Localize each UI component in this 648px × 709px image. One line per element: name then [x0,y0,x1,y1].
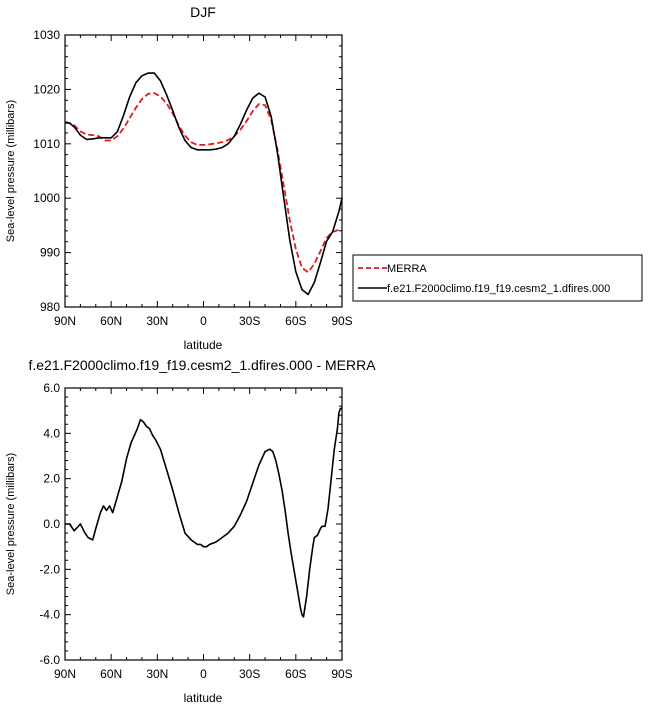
top-y-axis-label: Sea-level pressure (millibars) [5,100,17,242]
top-x-tick-label: 0 [200,314,207,328]
top-chart-panel: DJF latitude Sea-level pressure (milliba… [5,4,353,352]
top-plot-frame [64,34,343,308]
top-x-tick-label: 90N [54,314,76,328]
bottom-y-tick-label: -6.0 [39,653,60,667]
top-x-tick-label: 60N [100,314,122,328]
bottom-x-ticks: 90N 60N 30N 0 30S 60S 90S [54,388,353,681]
top-y-tick-label: 1020 [33,82,60,96]
bottom-y-tick-label: 6.0 [43,381,60,395]
top-y-tick-label: 1030 [33,28,60,42]
bottom-x-axis-label: latitude [184,691,223,705]
chart-legend: MERRA f.e21.F2000climo.f19_f19.cesm2_1.d… [352,254,643,302]
legend-label-merra: MERRA [387,263,427,275]
bottom-y-tick-label: -2.0 [39,562,60,576]
bottom-plot-frame [64,387,343,661]
bottom-y-ticks: -6.0 -4.0 -2.0 0.0 2.0 4.0 6.0 [39,381,342,667]
top-y-ticks: 980 990 1000 1010 1020 1030 [33,28,342,314]
bottom-x-tick-label: 0 [200,667,207,681]
legend-box [352,254,643,302]
bottom-x-tick-label: 90N [54,667,76,681]
top-y-tick-label: 990 [40,246,60,260]
bottom-chart-title: f.e21.F2000climo.f19_f19.cesm2_1.dfires.… [28,357,376,373]
bottom-chart-panel: f.e21.F2000climo.f19_f19.cesm2_1.dfires.… [5,357,376,705]
bottom-y-tick-label: 0.0 [43,517,60,531]
top-x-tick-label: 30N [146,314,168,328]
bottom-y-tick-label: -4.0 [39,608,60,622]
bottom-x-tick-label: 60N [100,667,122,681]
bottom-x-tick-label: 60S [285,667,306,681]
top-y-tick-label: 1000 [33,191,60,205]
top-x-tick-label: 90S [331,314,352,328]
top-x-tick-label: 30S [239,314,260,328]
top-x-tick-label: 60S [285,314,306,328]
top-series-line-model [64,72,343,296]
bottom-x-tick-label: 90S [331,667,352,681]
top-series-lines [64,72,343,296]
top-y-tick-label: 980 [40,300,60,314]
top-x-axis-label: latitude [184,338,223,352]
bottom-y-tick-label: 4.0 [43,426,60,440]
top-chart-title: DJF [190,4,216,20]
bottom-x-tick-label: 30N [146,667,168,681]
bottom-series-line-model [65,407,342,618]
top-y-tick-label: 1010 [33,137,60,151]
top-series-line-merra [64,92,343,274]
bottom-y-tick-label: 2.0 [43,472,60,486]
legend-label-model: f.e21.F2000climo.f19_f19.cesm2_1.dfires.… [387,283,610,295]
bottom-x-tick-label: 30S [239,667,260,681]
bottom-series-lines [65,407,342,618]
top-x-ticks: 90N 60N 30N 0 30S 60S 90S [54,35,353,328]
bottom-y-axis-label: Sea-level pressure (millibars) [5,453,17,595]
